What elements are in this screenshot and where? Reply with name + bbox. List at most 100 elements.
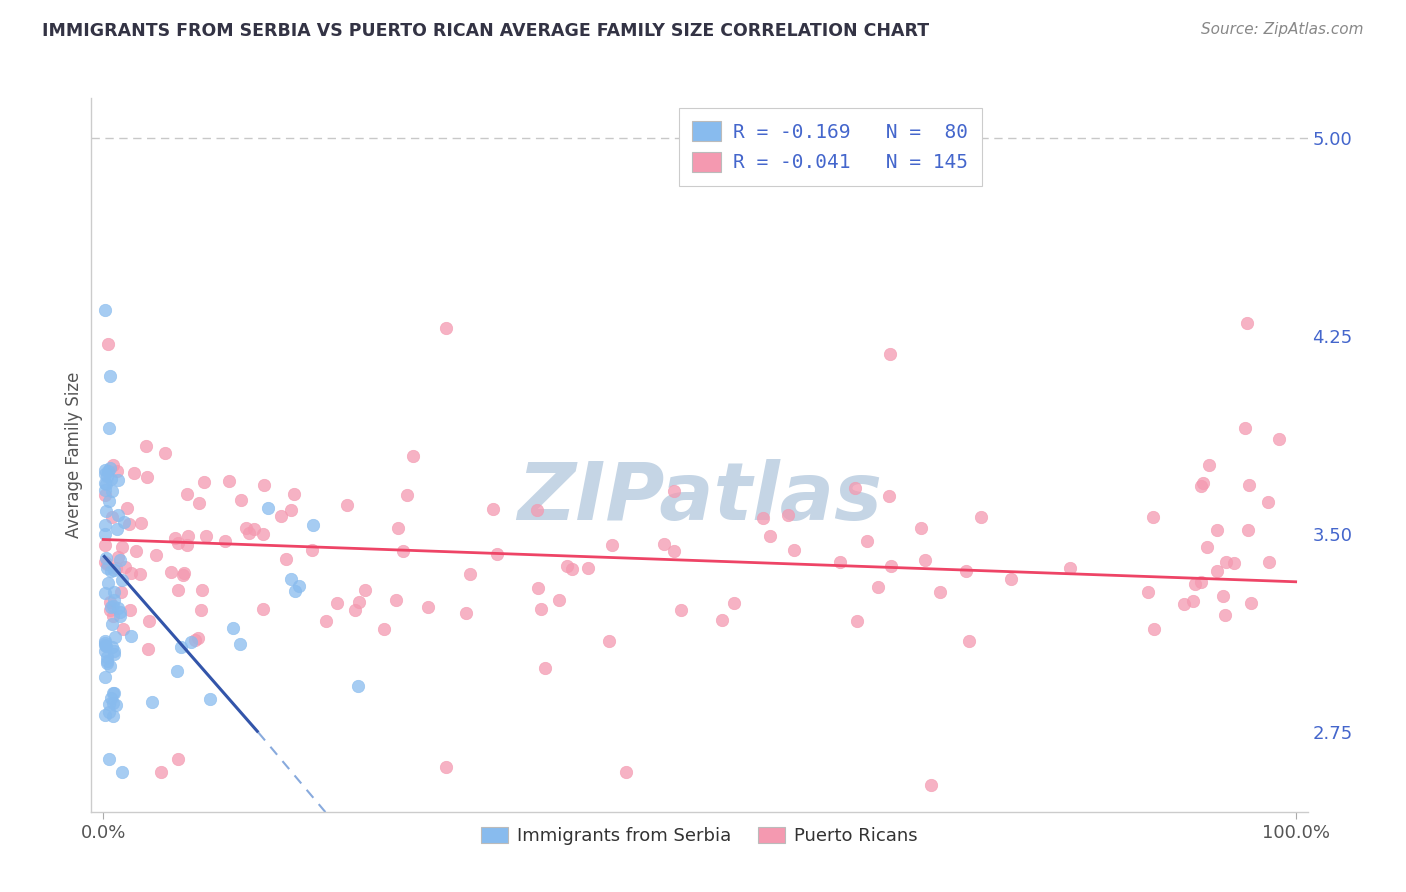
Point [110, 585, 132, 599]
Point [94, 670, 117, 684]
Point [101, 686, 124, 700]
Point [98, 705, 121, 719]
Point [1215, 555, 1237, 569]
Point [111, 540, 134, 554]
Point [1143, 622, 1166, 636]
Point [274, 552, 297, 566]
Point [458, 566, 481, 581]
Point [167, 535, 190, 549]
Point [616, 765, 638, 780]
Point [141, 695, 163, 709]
Point [229, 492, 252, 507]
Point [344, 603, 367, 617]
Text: IMMIGRANTS FROM SERBIA VS PUERTO RICAN AVERAGE FAMILY SIZE CORRELATION CHART: IMMIGRANTS FROM SERBIA VS PUERTO RICAN A… [42, 22, 929, 40]
Point [101, 640, 124, 654]
Point [93, 638, 115, 652]
Point [104, 698, 127, 713]
Point [1268, 432, 1291, 446]
Point [751, 510, 773, 524]
Point [105, 522, 128, 536]
Point [98, 494, 121, 508]
Point [100, 600, 122, 615]
Point [955, 564, 977, 578]
Point [120, 629, 142, 643]
Point [100, 691, 122, 706]
Point [1136, 584, 1159, 599]
Point [93, 538, 115, 552]
Point [1239, 478, 1261, 492]
Point [149, 765, 172, 780]
Point [107, 473, 129, 487]
Point [243, 522, 266, 536]
Point [302, 518, 325, 533]
Point [783, 542, 806, 557]
Point [1213, 607, 1236, 622]
Point [135, 439, 157, 453]
Point [187, 496, 209, 510]
Point [103, 563, 125, 577]
Point [100, 472, 122, 486]
Point [98, 595, 121, 609]
Text: Source: ZipAtlas.com: Source: ZipAtlas.com [1201, 22, 1364, 37]
Point [283, 486, 305, 500]
Point [198, 692, 221, 706]
Point [1184, 577, 1206, 591]
Point [723, 596, 745, 610]
Point [280, 572, 302, 586]
Point [172, 568, 194, 582]
Point [846, 614, 869, 628]
Point [129, 567, 152, 582]
Point [94, 302, 117, 317]
Point [98, 658, 121, 673]
Point [1206, 564, 1229, 578]
Point [456, 607, 478, 621]
Point [598, 634, 620, 648]
Point [486, 547, 509, 561]
Point [96, 558, 118, 572]
Point [218, 475, 240, 489]
Point [555, 558, 578, 573]
Point [347, 595, 370, 609]
Point [384, 593, 406, 607]
Point [1197, 540, 1219, 554]
Point [880, 558, 903, 573]
Point [391, 544, 413, 558]
Point [96, 656, 118, 670]
Point [114, 560, 136, 574]
Point [1142, 510, 1164, 524]
Point [101, 697, 124, 711]
Point [104, 630, 127, 644]
Legend: Immigrants from Serbia, Puerto Ricans: Immigrants from Serbia, Puerto Ricans [474, 820, 925, 853]
Point [1198, 458, 1220, 472]
Point [1212, 589, 1234, 603]
Point [96, 504, 118, 518]
Point [416, 599, 439, 614]
Point [652, 536, 675, 550]
Point [347, 679, 370, 693]
Point [103, 644, 125, 658]
Point [108, 605, 131, 619]
Point [578, 560, 600, 574]
Point [96, 654, 118, 668]
Point [387, 521, 409, 535]
Point [136, 642, 159, 657]
Text: ZIPatlas: ZIPatlas [517, 458, 882, 537]
Point [402, 449, 425, 463]
Point [1000, 572, 1022, 586]
Point [145, 548, 167, 562]
Point [1189, 574, 1212, 589]
Point [98, 461, 121, 475]
Point [94, 551, 117, 566]
Point [98, 752, 121, 766]
Point [117, 517, 139, 532]
Point [222, 621, 245, 635]
Point [183, 633, 205, 648]
Point [111, 765, 134, 780]
Point [124, 467, 146, 481]
Point [112, 515, 135, 529]
Point [129, 516, 152, 530]
Point [844, 481, 866, 495]
Point [1059, 561, 1081, 575]
Point [482, 501, 505, 516]
Point [669, 603, 692, 617]
